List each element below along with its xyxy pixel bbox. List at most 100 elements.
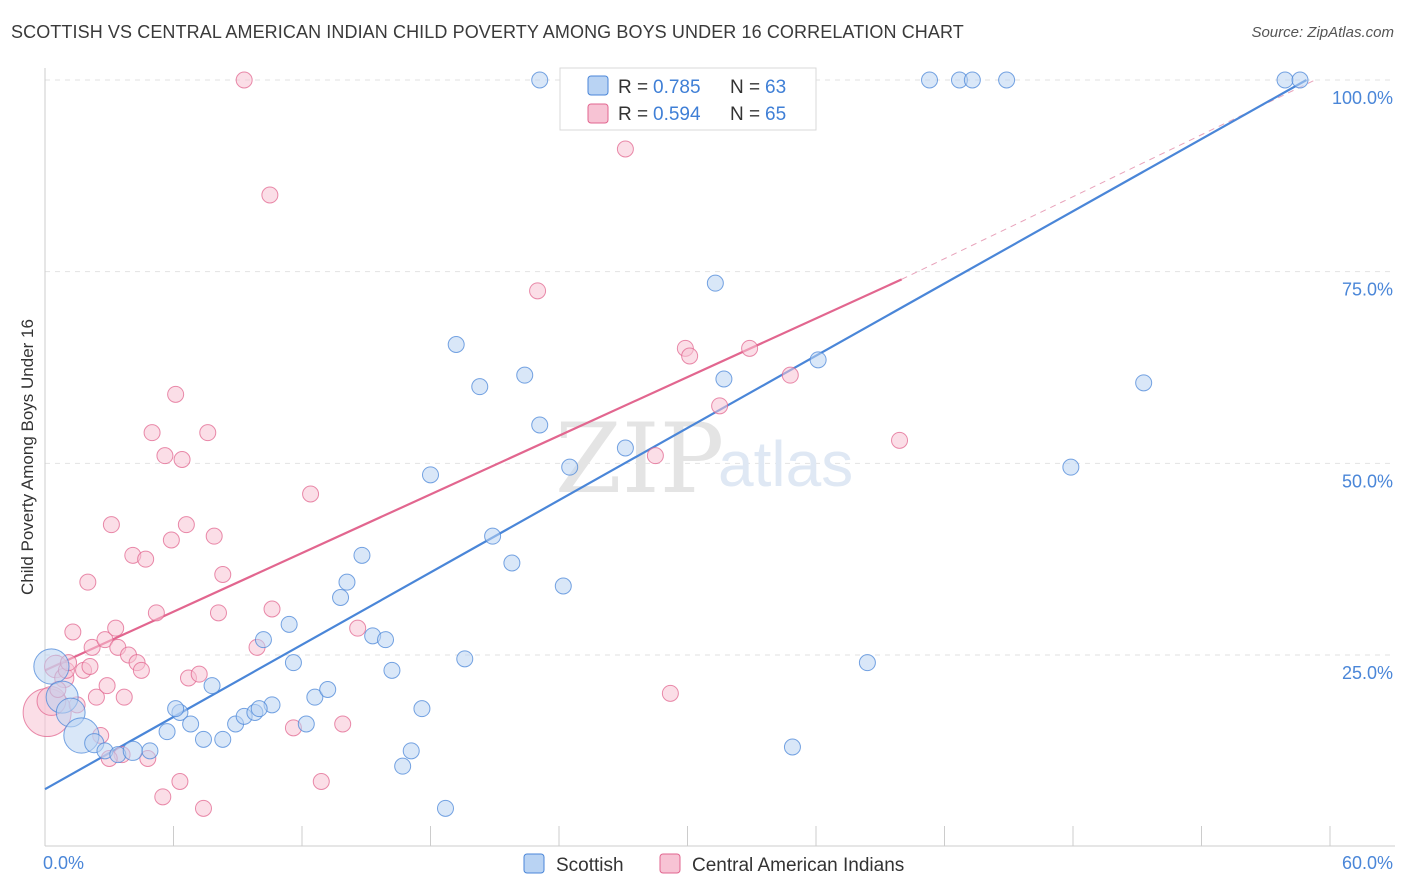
scottish-point [516, 366, 534, 384]
scottish-point [394, 757, 412, 775]
top-legend: R = 0.785 N = 63 R = 0.594 N = 65 [559, 67, 817, 131]
scottish-point [297, 715, 315, 733]
watermark: ZIP atlas [555, 403, 853, 515]
central-point [190, 665, 208, 683]
scottish-point [402, 742, 420, 760]
central-point [147, 604, 165, 622]
scottish-point [456, 650, 474, 668]
central-point [741, 339, 759, 357]
central-point [646, 447, 664, 465]
legend-r-label-scottish: R = [618, 77, 648, 98]
central-point [891, 431, 909, 449]
legend-r-scottish: 0.785 [653, 77, 701, 98]
central-point [334, 715, 352, 733]
scottish-point [998, 71, 1016, 89]
central-point [199, 424, 217, 442]
central-point [781, 366, 799, 384]
trend-lines [44, 79, 1316, 791]
legend-n-label-scottish: N = [730, 77, 760, 98]
legend-n-label-central: N = [730, 104, 760, 125]
scottish-point [280, 615, 298, 633]
scottish-point [921, 71, 939, 89]
central-point [349, 619, 367, 637]
central-point [102, 516, 120, 534]
x-tick-label: 0.0% [43, 853, 84, 873]
central-point [132, 661, 150, 679]
scottish-point [182, 715, 200, 733]
y-tick-label: 50.0% [1342, 471, 1393, 491]
central-point [302, 485, 320, 503]
scottish-point [1291, 71, 1309, 89]
scottish-point [413, 700, 431, 718]
scottish-point [561, 458, 579, 476]
scottish-point [809, 351, 827, 369]
central-point [616, 140, 634, 158]
scottish-point [447, 336, 465, 353]
legend-swatch-scottish [587, 75, 609, 96]
scottish-point [167, 700, 185, 718]
scottish-point [383, 661, 401, 679]
scottish-point [254, 631, 272, 649]
scottish-point [338, 573, 356, 591]
central-point [177, 516, 195, 534]
scottish-point [963, 71, 981, 89]
scottish-point [436, 799, 454, 817]
scottish-point [284, 654, 302, 672]
y-tick-label: 25.0% [1342, 663, 1393, 683]
scottish-point [858, 654, 876, 672]
central-point [171, 773, 189, 790]
data-points [22, 71, 1309, 817]
chart-source: Source: ZipAtlas.com [1251, 24, 1394, 41]
scottish-point [250, 700, 268, 718]
central-point [661, 684, 679, 702]
scottish-point [194, 730, 212, 748]
scottish-point [783, 738, 801, 756]
scottish-point [306, 688, 324, 706]
legend-swatch-central [587, 103, 609, 124]
central-point [205, 527, 223, 545]
central-point [263, 600, 281, 618]
scottish-point [471, 378, 489, 396]
scottish-point [531, 71, 549, 89]
scottish-point [531, 416, 549, 434]
trend-line-central [44, 278, 903, 672]
central-point [96, 631, 114, 649]
bottom-legend: Scottish Central American Indians [523, 853, 904, 876]
bottom-legend-label-scottish: Scottish [556, 855, 624, 876]
scottish-point [33, 648, 70, 685]
central-point [64, 623, 82, 641]
central-point [115, 688, 133, 706]
central-point [173, 451, 191, 468]
watermark-atlas: atlas [718, 428, 853, 500]
scottish-point [422, 466, 439, 484]
central-point [79, 573, 97, 591]
scottish-point [706, 274, 724, 292]
central-point [261, 186, 279, 204]
central-point [137, 550, 155, 568]
central-point [162, 531, 180, 549]
central-point [681, 347, 699, 365]
trend-line-scottish [44, 79, 1307, 791]
central-point [156, 447, 174, 465]
central-point [81, 658, 99, 675]
scottish-point [554, 577, 572, 595]
central-point [214, 566, 232, 583]
legend-n-central: 65 [765, 104, 786, 125]
central-point [167, 385, 185, 403]
scottish-point [1062, 458, 1080, 476]
bottom-legend-swatch-central [659, 853, 681, 874]
scottish-point [158, 723, 176, 741]
legend-r-central: 0.594 [653, 104, 701, 125]
tick-labels: 25.0% 50.0% 75.0% 100.0% 0.0% 60.0% [43, 88, 1393, 873]
legend-r-label-central: R = [618, 104, 648, 125]
scottish-point [503, 554, 521, 572]
central-point [711, 397, 729, 415]
central-point [529, 282, 547, 300]
watermark-zip: ZIP [555, 403, 724, 515]
scottish-point [122, 740, 143, 761]
chart-title: SCOTTISH VS CENTRAL AMERICAN INDIAN CHIL… [11, 22, 964, 42]
scottish-point [1276, 71, 1294, 89]
central-point [235, 71, 253, 89]
y-axis-title: Child Poverty Among Boys Under 16 [18, 319, 37, 595]
